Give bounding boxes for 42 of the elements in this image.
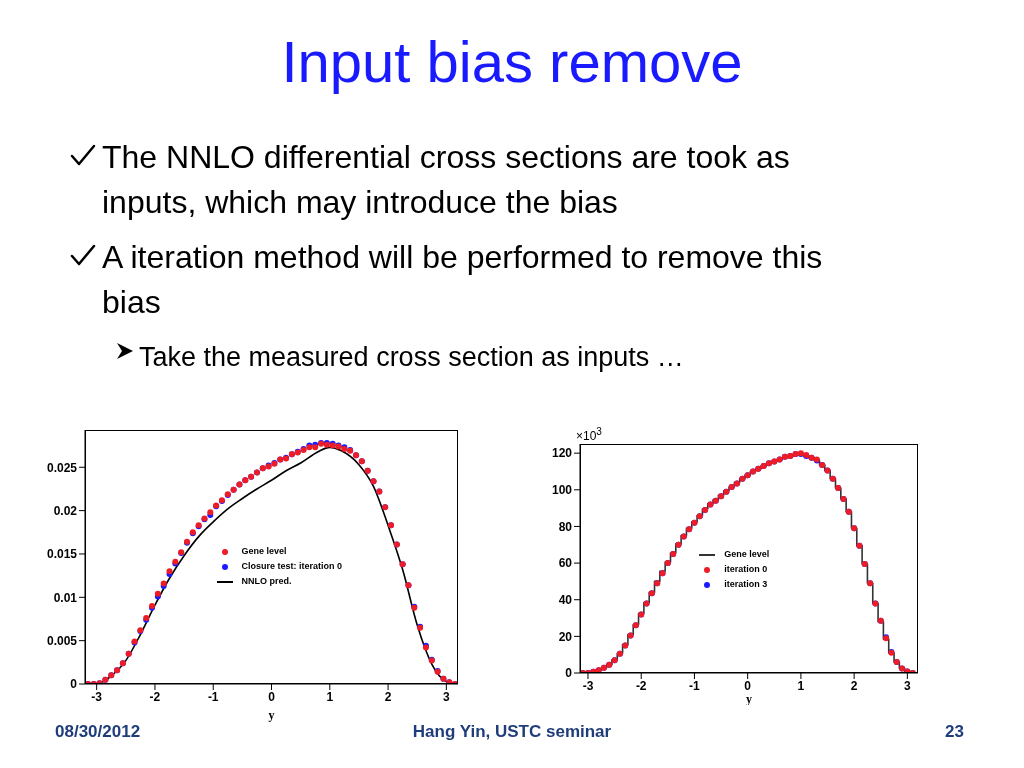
y-tick-label: 0.015 xyxy=(46,547,78,562)
y-axis-title: ×10$^{3}$ xyxy=(576,426,602,443)
x-tick-label: -1 xyxy=(207,689,219,704)
legend-label: NNLO pred. xyxy=(241,575,292,589)
text: A iteration method will be performed to remove this bias xyxy=(102,238,824,322)
x-tick-label: -2 xyxy=(635,678,647,693)
text: 23 xyxy=(945,722,964,742)
text: Hang Yin, USTC seminar xyxy=(412,722,612,741)
y-tick-label: 20 xyxy=(558,629,573,644)
x-axis-title: y xyxy=(268,708,275,722)
x-tick-label: 1 xyxy=(797,678,805,693)
x-tick-label: 3 xyxy=(904,678,912,693)
x-tick-label: 2 xyxy=(850,678,858,693)
y-tick-label: 120 xyxy=(551,446,573,461)
y-tick-label: 40 xyxy=(558,592,573,607)
x-axis-title: y xyxy=(746,692,752,706)
legend-label: Gene level xyxy=(724,548,770,562)
y-tick-label: 0 xyxy=(565,666,573,681)
legend-label: iteration 0 xyxy=(724,563,768,577)
y-tick-label: 0.01 xyxy=(53,590,78,605)
y-tick-label: 0.02 xyxy=(53,503,78,518)
legend-label: Gene level xyxy=(241,545,287,559)
x-tick-label: -2 xyxy=(149,689,161,704)
text: Take the measured cross section as inputs … xyxy=(139,341,684,374)
y-tick-label: 80 xyxy=(558,519,573,534)
text: Input bias remove xyxy=(280,28,744,95)
x-tick-label: 2 xyxy=(384,689,392,704)
y-tick-label: 0.025 xyxy=(46,460,78,475)
x-tick-label: -3 xyxy=(582,678,594,693)
text: The NNLO differential cross sections are took as inputs, which may introduce the bias xyxy=(102,138,791,222)
x-tick-label: 3 xyxy=(443,689,450,704)
legend-label: iteration 3 xyxy=(724,578,768,592)
x-tick-label: 1 xyxy=(326,689,334,704)
y-tick-label: 100 xyxy=(551,483,573,498)
x-tick-label: -1 xyxy=(689,678,701,693)
legend-label: Closure test: iteration 0 xyxy=(241,560,343,574)
x-tick-label: -3 xyxy=(91,689,103,704)
y-tick-label: 0.005 xyxy=(46,633,78,648)
x-tick-label: 0 xyxy=(268,689,276,704)
y-tick-label: 60 xyxy=(558,556,573,571)
x-tick-label: 0 xyxy=(744,678,752,693)
text: 08/30/2012 xyxy=(55,722,141,742)
